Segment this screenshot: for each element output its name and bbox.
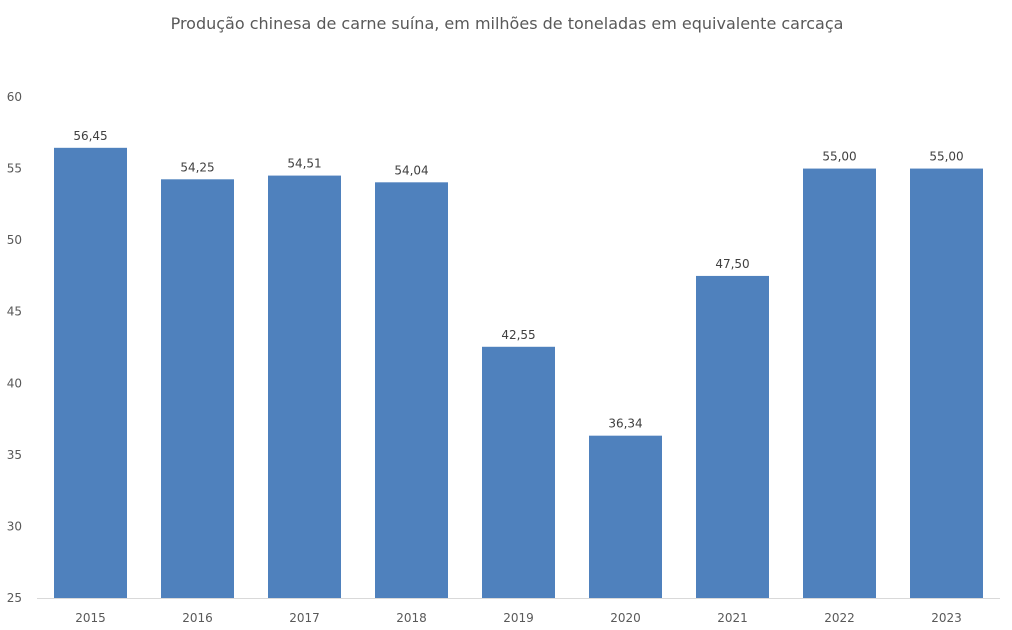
data-labels: 56,45 54,25 54,51 54,04 42,55 36,34 47,50 55,00… xyxy=(73,129,963,431)
y-tick-label: 25 xyxy=(7,591,22,605)
bar-2016 xyxy=(161,179,234,599)
x-tick-label: 2020 xyxy=(610,611,641,625)
bar-2015 xyxy=(54,147,127,598)
x-tick-label: 2021 xyxy=(717,611,748,625)
y-tick-label: 50 xyxy=(7,233,22,247)
bar-2022 xyxy=(803,168,876,599)
x-axis-tick-labels: 2015 2016 2017 2018 2019 2020 2021 2022 2023 xyxy=(75,611,962,625)
x-tick-label: 2023 xyxy=(931,611,962,625)
bars xyxy=(54,147,983,599)
x-tick-label: 2016 xyxy=(182,611,213,625)
data-label-2021: 47,50 xyxy=(715,257,749,271)
y-tick-label: 35 xyxy=(7,448,22,462)
bar-2018 xyxy=(375,182,448,598)
data-label-2015: 56,45 xyxy=(73,129,107,143)
y-tick-label: 40 xyxy=(7,376,22,390)
data-label-2018: 54,04 xyxy=(394,163,428,177)
bar-2021 xyxy=(696,275,769,598)
chart-title: Produção chinesa de carne suína, em milh… xyxy=(171,14,844,33)
x-tick-label: 2017 xyxy=(289,611,320,625)
data-label-2022: 55,00 xyxy=(822,150,856,164)
bar-2020 xyxy=(589,435,662,598)
data-label-2017: 54,51 xyxy=(287,157,321,171)
data-label-2020: 36,34 xyxy=(608,417,642,431)
data-label-2019: 42,55 xyxy=(501,328,535,342)
bar-2023 xyxy=(910,168,983,599)
y-tick-label: 60 xyxy=(7,90,22,104)
x-tick-label: 2022 xyxy=(824,611,855,625)
data-label-2023: 55,00 xyxy=(929,150,963,164)
bar-2019 xyxy=(482,346,555,598)
x-tick-label: 2019 xyxy=(503,611,534,625)
y-tick-label: 30 xyxy=(7,519,22,533)
data-label-2016: 54,25 xyxy=(180,160,214,174)
y-tick-label: 45 xyxy=(7,305,22,319)
x-tick-label: 2018 xyxy=(396,611,427,625)
x-tick-label: 2015 xyxy=(75,611,106,625)
y-axis-tick-labels: 25 30 35 40 45 50 55 60 xyxy=(7,90,22,605)
bar-2017 xyxy=(268,175,341,598)
y-tick-label: 55 xyxy=(7,162,22,176)
